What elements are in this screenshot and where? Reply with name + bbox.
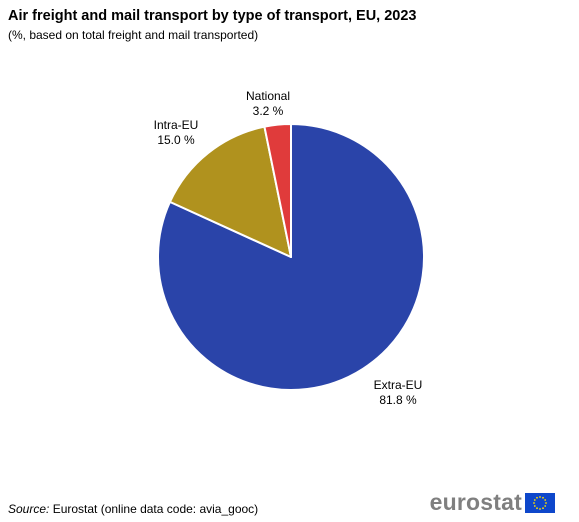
- pie-slice-national: [263, 123, 292, 258]
- source-text: Eurostat (online data code: avia_gooc): [49, 502, 259, 516]
- slice-value-label: 15.0 %: [157, 133, 195, 147]
- chart-subtitle: (%, based on total freight and mail tran…: [8, 28, 259, 42]
- slice-value-label: 81.8 %: [379, 393, 417, 407]
- eurostat-logo: eurostat: [430, 489, 555, 516]
- slice-value-label: 3.2 %: [253, 104, 284, 118]
- chart-title: Air freight and mail transport by type o…: [8, 8, 417, 24]
- source-label: Source:: [8, 502, 50, 516]
- slice-name-label: Extra-EU: [374, 378, 423, 392]
- slice-name-label: Intra-EU: [154, 118, 199, 132]
- source-note: Source: Eurostat (online data code: avia…: [8, 502, 258, 516]
- pie-slice-intra-eu: [168, 125, 292, 258]
- slice-name-label: National: [246, 89, 290, 103]
- eu-flag-icon: [525, 492, 555, 513]
- logo-text: eurostat: [429, 489, 522, 515]
